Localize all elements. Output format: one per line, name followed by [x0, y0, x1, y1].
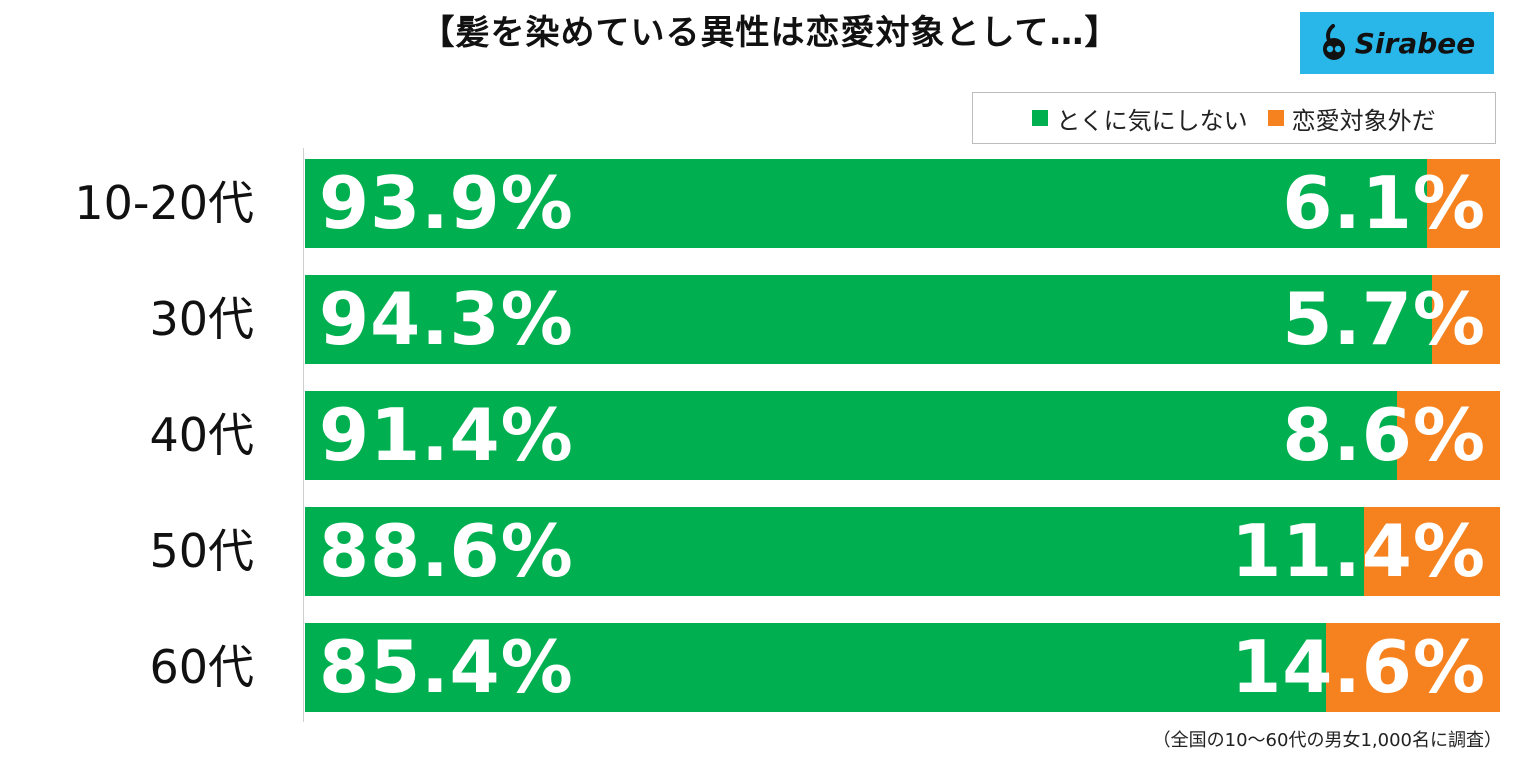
- value-label-no-concern: 93.9%: [319, 161, 574, 245]
- bar-segment-no-concern: [305, 507, 1364, 596]
- chart-title: 【髪を染めている異性は恋愛対象として…】: [420, 13, 1120, 53]
- bar-row: 88.6% 11.4%: [305, 507, 1500, 596]
- legend-item-no-concern: とくに気にしない: [1032, 101, 1248, 136]
- value-label-not-target: 8.6%: [1282, 393, 1486, 477]
- category-label: 40代: [149, 408, 254, 462]
- logo-text: Sirabee: [1354, 26, 1476, 60]
- value-label-no-concern: 85.4%: [319, 625, 574, 709]
- legend-label: とくに気にしない: [1056, 106, 1248, 135]
- bar-row: 94.3% 5.7%: [305, 275, 1500, 364]
- sirabee-mark-icon: [1322, 24, 1345, 60]
- value-label-not-target: 5.7%: [1282, 277, 1486, 361]
- footnote: （全国の10〜60代の男女1,000名に調査）: [1152, 730, 1502, 751]
- legend-label: 恋愛対象外だ: [1291, 106, 1436, 135]
- bar-row: 93.9% 6.1%: [305, 159, 1500, 248]
- category-label: 10-20代: [74, 176, 254, 230]
- category-label: 30代: [149, 292, 254, 346]
- bar-segment-no-concern: [305, 391, 1398, 480]
- value-label-not-target: 14.6%: [1231, 625, 1486, 709]
- bar-segment-no-concern: [305, 159, 1428, 248]
- bar-segment-not-target: [1363, 507, 1500, 596]
- value-label-not-target: 6.1%: [1282, 161, 1486, 245]
- legend-item-not-target: 恋愛対象外だ: [1267, 101, 1436, 136]
- bar-segment-not-target: [1325, 623, 1500, 712]
- category-axis-line: [303, 148, 304, 722]
- value-label-no-concern: 91.4%: [319, 393, 574, 477]
- bar-segment-not-target: [1431, 275, 1500, 364]
- legend-swatch-green: [1032, 110, 1049, 126]
- bar-row: 85.4% 14.6%: [305, 623, 1500, 712]
- value-label-no-concern: 94.3%: [319, 277, 574, 361]
- bar-row: 91.4% 8.6%: [305, 391, 1500, 480]
- category-label: 50代: [149, 524, 254, 578]
- category-label: 60代: [149, 640, 254, 694]
- bar-segment-no-concern: [305, 623, 1326, 712]
- bar-segment-no-concern: [305, 275, 1432, 364]
- value-label-not-target: 11.4%: [1231, 509, 1486, 593]
- value-label-no-concern: 88.6%: [319, 509, 574, 593]
- legend-swatch-orange: [1267, 110, 1284, 126]
- bar-segment-not-target: [1427, 159, 1500, 248]
- sirabee-logo: Sirabee: [1300, 12, 1494, 74]
- bar-segment-not-target: [1397, 391, 1500, 480]
- legend: とくに気にしない 恋愛対象外だ: [972, 92, 1496, 144]
